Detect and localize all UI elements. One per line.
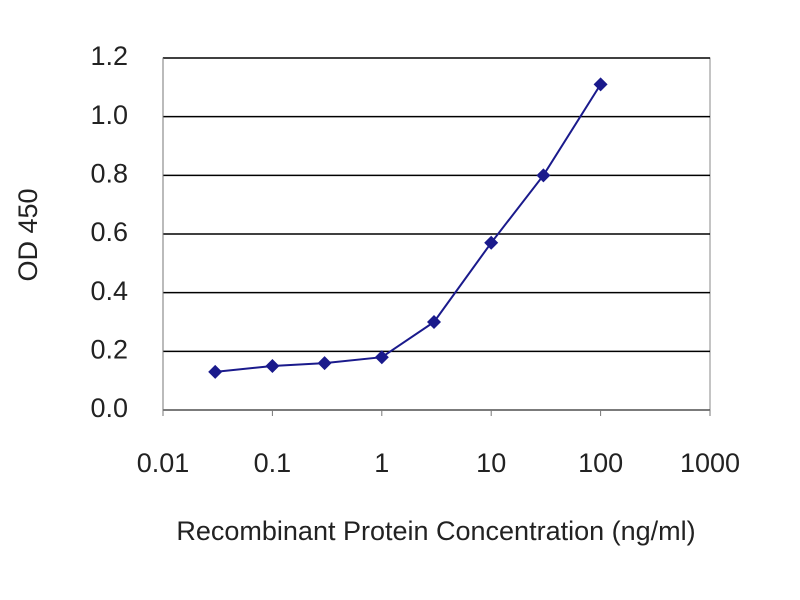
y-tick-label: 0.8: [90, 158, 128, 188]
x-tick-label: 100: [578, 448, 623, 478]
y-tick-label: 1.0: [90, 100, 128, 130]
data-point: [593, 77, 608, 92]
x-tick-label: 1: [374, 448, 389, 478]
data-point: [317, 356, 332, 371]
x-tick-label: 0.1: [254, 448, 292, 478]
y-tick-label: 0.2: [90, 334, 128, 364]
y-axis-label: OD 450: [13, 188, 43, 281]
data-point: [265, 359, 280, 373]
data-point: [208, 364, 223, 379]
data-point: [374, 350, 389, 365]
x-axis-label: Recombinant Protein Concentration (ng/ml…: [176, 516, 695, 546]
x-tick-label: 10: [476, 448, 506, 478]
data-line: [215, 83, 602, 373]
y-tick-label: 0.4: [90, 276, 128, 306]
data-point: [484, 235, 499, 250]
y-tick-label: 1.2: [90, 41, 128, 71]
x-tick-label: 1000: [680, 448, 740, 478]
y-tick-label: 0.0: [90, 393, 128, 423]
y-tick-label: 0.6: [90, 217, 128, 247]
x-tick-label: 0.01: [137, 448, 190, 478]
data-point: [536, 168, 551, 183]
data-point: [426, 315, 441, 329]
